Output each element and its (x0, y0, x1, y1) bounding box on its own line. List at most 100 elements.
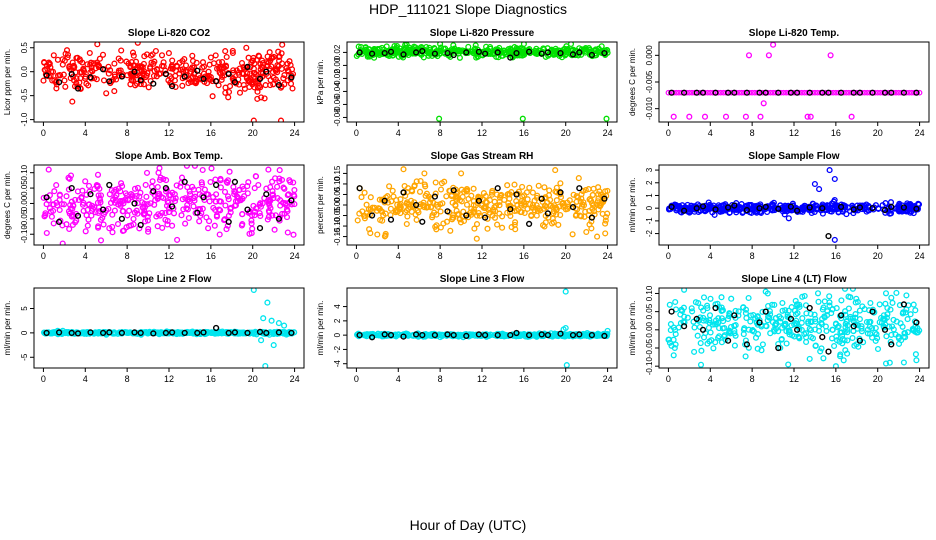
data-point (913, 357, 920, 364)
data-point (775, 340, 782, 348)
hourly-point (787, 315, 795, 323)
hourly-point (825, 89, 832, 96)
data-point (179, 82, 186, 89)
hourly-point (43, 329, 50, 337)
y-tick-label: -0.08 (333, 108, 342, 127)
data-point (40, 194, 47, 201)
data-point (379, 217, 386, 224)
outlier-point (722, 113, 730, 120)
outlier-point (436, 115, 443, 122)
data-point (109, 76, 116, 84)
data-point (449, 214, 456, 221)
data-point (481, 211, 488, 218)
data-point (290, 179, 297, 186)
data-point (407, 204, 414, 211)
data-point (812, 318, 819, 325)
data-point (819, 201, 826, 208)
data-point (162, 209, 169, 217)
hourly-point (525, 332, 533, 339)
data-point (284, 229, 291, 236)
data-point (439, 200, 446, 207)
data-point (88, 212, 95, 219)
data-point (199, 59, 207, 66)
data-point (60, 71, 67, 78)
data-point (485, 206, 492, 213)
x-tick-label: 8 (125, 128, 130, 138)
data-point (835, 89, 842, 96)
data-point (139, 204, 146, 211)
data-point (742, 310, 749, 317)
data-point (49, 77, 56, 84)
data-point (488, 189, 496, 196)
data-point (287, 178, 294, 186)
data-point (550, 210, 557, 217)
data-point (850, 210, 857, 217)
chart-panel-3: Slope Li-820 Temp. degrees C per min. 0 4 8 1… (628, 28, 930, 138)
hourly-point (400, 51, 407, 58)
data-point (154, 195, 161, 202)
data-point (227, 209, 234, 216)
data-point (882, 360, 890, 367)
data-point (290, 231, 297, 238)
data-point (188, 68, 195, 75)
data-point (492, 202, 500, 209)
outlier-point (757, 113, 764, 120)
hourly-point (837, 89, 845, 96)
hourly-point (544, 332, 552, 339)
data-point (156, 212, 164, 219)
hourly-point (507, 206, 514, 213)
data-point (880, 312, 887, 319)
data-point (791, 89, 797, 96)
outlier-point (400, 166, 407, 173)
data-point (234, 330, 241, 337)
data-point (283, 202, 290, 209)
hourly-point (837, 312, 845, 319)
data-point (222, 329, 230, 336)
outlier-point (262, 362, 269, 368)
chart-panel-8: Slope Line 3 Flow ml/min per min. 0 4 8 12 16 2… (316, 274, 618, 384)
data-point (838, 315, 845, 322)
data-point (833, 337, 841, 344)
outlier-point (103, 90, 110, 97)
y-tick-label: -0.5 (20, 88, 29, 102)
x-tick-label: 8 (750, 374, 755, 384)
data-point (249, 225, 256, 232)
data-point (152, 47, 159, 55)
hourly-point (513, 191, 520, 198)
data-point (448, 193, 455, 200)
hourly-point (482, 214, 489, 221)
hourly-point (513, 329, 520, 337)
hourly-point (793, 89, 801, 96)
outlier-point (97, 237, 105, 244)
hourly-point (387, 332, 395, 339)
data-point (285, 191, 292, 198)
x-tick-label: 24 (915, 251, 925, 261)
outlier-point (603, 115, 610, 122)
data-point (80, 65, 87, 72)
data-point (111, 71, 118, 78)
data-point (569, 231, 576, 238)
data-point (164, 198, 171, 205)
data-point (221, 188, 229, 195)
hourly-point (106, 181, 113, 189)
data-point (602, 217, 609, 224)
data-point (213, 213, 220, 220)
hourly-point (169, 203, 176, 210)
outlier-point (260, 315, 267, 322)
data-point (189, 183, 196, 190)
data-point (236, 187, 243, 194)
data-point (501, 196, 508, 203)
data-point (130, 52, 137, 59)
data-point (519, 183, 526, 190)
data-point (116, 329, 123, 336)
x-tick-label: 20 (248, 251, 258, 261)
data-point (473, 221, 481, 228)
hourly-point (194, 67, 201, 74)
data-point (511, 221, 518, 228)
data-point (910, 301, 917, 308)
data-point (764, 317, 771, 324)
data-point (391, 332, 398, 339)
data-point (95, 224, 102, 231)
data-point (765, 302, 772, 310)
x-tick-label: 8 (750, 251, 755, 261)
